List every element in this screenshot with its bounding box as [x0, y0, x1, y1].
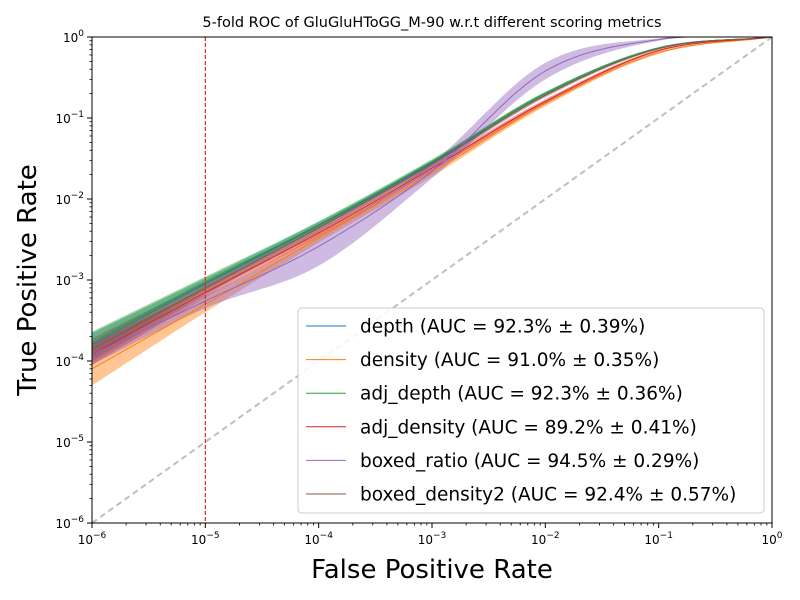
y-tick-label: 10−1	[55, 110, 84, 126]
y-tick-label: 10−3	[55, 272, 84, 288]
legend-box	[297, 307, 765, 514]
x-tick-label: 10−1	[644, 531, 673, 547]
legend: depth (AUC = 92.3% ± 0.39%) density (AUC …	[297, 307, 765, 514]
y-tick-label: 10−4	[55, 353, 84, 369]
x-axis-ticks: 10−6 10−5 10−4 10−3 10−2 10−1 100	[78, 523, 783, 547]
legend-items: depth (AUC = 92.3% ± 0.39%) density (AUC …	[306, 317, 736, 506]
legend-label-2: adj_depth (AUC = 92.3% ± 0.36%)	[360, 384, 683, 405]
x-tick-label: 10−5	[191, 531, 220, 547]
x-tick-label: 10−4	[304, 531, 333, 547]
legend-label-3: adj_density (AUC = 89.2% ± 0.41%)	[360, 417, 697, 438]
y-tick-label: 10−2	[55, 191, 84, 207]
chart-title: 5-fold ROC of GluGluHToGG_M-90 w.r.t dif…	[202, 15, 661, 31]
y-axis-ticks: 10−6 10−5 10−4 10−3 10−2 10−1 100	[55, 29, 92, 531]
x-tick-label: 10−3	[418, 531, 447, 547]
y-tick-label: 10−6	[55, 515, 84, 531]
legend-label-4: boxed_ratio (AUC = 94.5% ± 0.29%)	[360, 451, 699, 472]
y-tick-label: 10−5	[55, 434, 84, 450]
legend-label-0: depth (AUC = 92.3% ± 0.39%)	[360, 317, 645, 338]
x-tick-label: 10−2	[531, 531, 560, 547]
x-tick-label: 10−6	[78, 531, 107, 547]
series-line-5	[91, 36, 773, 350]
error-bands	[92, 37, 772, 386]
error-band-4	[92, 37, 772, 365]
x-axis-label: False Positive Rate	[311, 555, 553, 585]
legend-label-1: density (AUC = 91.0% ± 0.35%)	[360, 350, 659, 371]
x-tick-label: 100	[761, 531, 782, 547]
legend-label-5: boxed_density2 (AUC = 92.4% ± 0.57%)	[360, 485, 736, 506]
y-tick-label: 100	[63, 29, 84, 45]
y-axis-label: True Positive Rate	[13, 164, 43, 397]
